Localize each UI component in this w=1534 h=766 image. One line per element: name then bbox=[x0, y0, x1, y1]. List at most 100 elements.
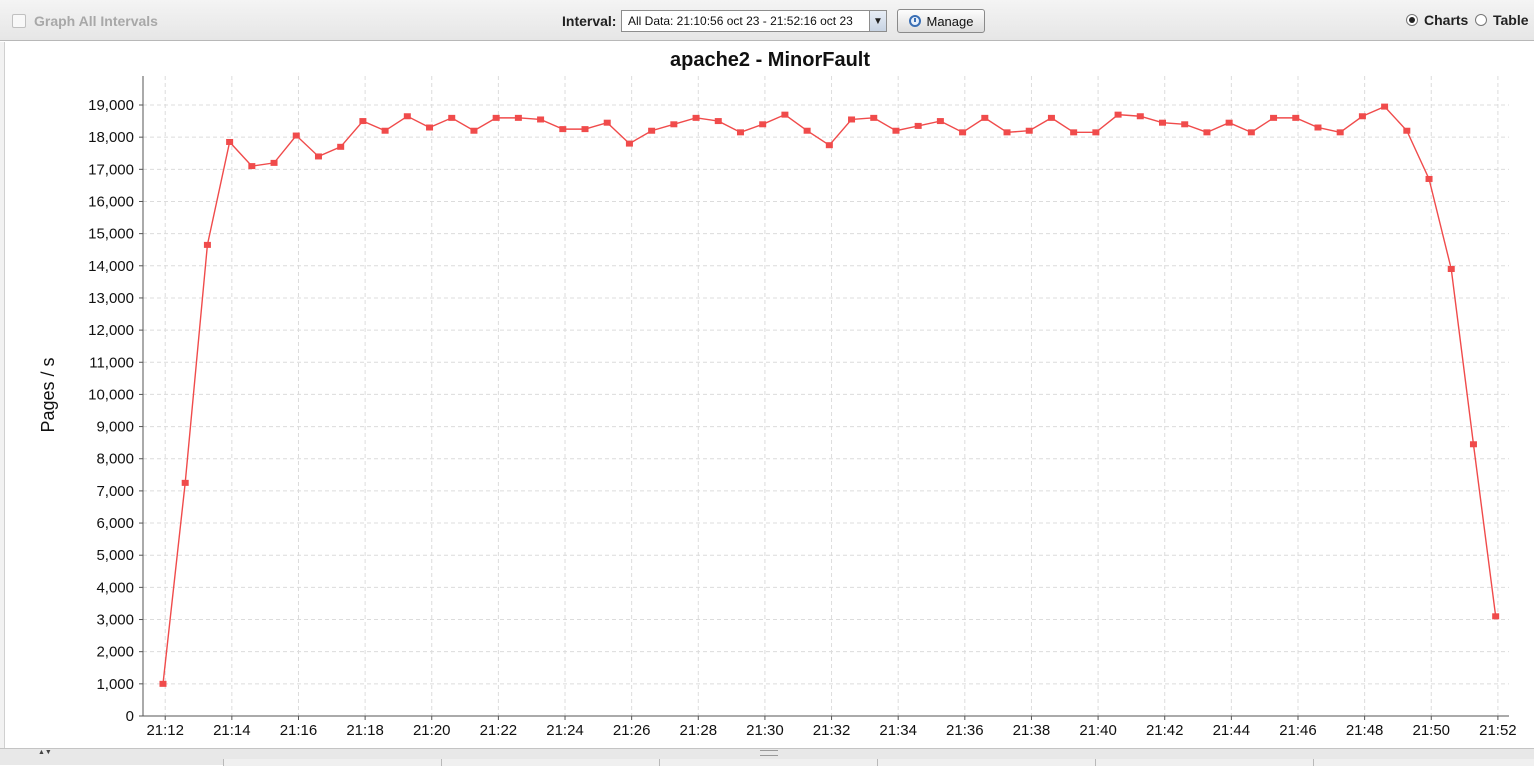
data-point bbox=[936, 118, 944, 125]
series-line bbox=[162, 105, 1497, 684]
y-tick-label: 4,000 bbox=[96, 579, 134, 596]
data-point bbox=[1336, 129, 1344, 136]
bottom-table-header: ▲▼ bbox=[0, 748, 1534, 766]
data-point bbox=[914, 122, 922, 129]
y-tick-label: 10,000 bbox=[88, 386, 134, 403]
data-point bbox=[1003, 129, 1011, 136]
manage-button-label: Manage bbox=[926, 13, 974, 29]
data-point bbox=[892, 127, 900, 134]
y-tick-label: 11,000 bbox=[89, 354, 134, 371]
data-point bbox=[870, 114, 878, 121]
y-tick-label: 15,000 bbox=[88, 226, 134, 243]
data-point bbox=[1403, 127, 1411, 134]
data-point bbox=[1358, 113, 1366, 120]
x-axis-ticks: 21:12 21:14 21:16 21:18 21:20 21:22 21:24 21:26… bbox=[146, 716, 1517, 739]
line-chart: apache2 - MinorFault Pages / s 0 1,000 2,0… bbox=[38, 49, 1517, 739]
interval-selected-value: All Data: 21:10:56 oct 23 - 21:52:16 oct… bbox=[628, 14, 853, 28]
graph-all-intervals-label: Graph All Intervals bbox=[34, 13, 158, 29]
x-tick-label: 21:40 bbox=[1079, 722, 1117, 739]
x-tick-label: 21:22 bbox=[480, 722, 518, 739]
grid-lines bbox=[143, 76, 1509, 716]
data-point bbox=[692, 114, 700, 121]
data-point bbox=[270, 159, 278, 166]
y-tick-label: 14,000 bbox=[88, 258, 134, 275]
data-point bbox=[426, 124, 434, 131]
y-tick-label: 5,000 bbox=[96, 547, 134, 564]
data-point bbox=[1381, 103, 1389, 110]
data-point bbox=[648, 127, 656, 134]
x-tick-label: 21:38 bbox=[1013, 722, 1051, 739]
x-tick-label: 21:42 bbox=[1146, 722, 1184, 739]
y-tick-label: 12,000 bbox=[88, 322, 134, 339]
checkbox-icon[interactable] bbox=[12, 14, 26, 28]
data-point bbox=[825, 142, 833, 149]
data-point bbox=[1447, 266, 1455, 273]
chevron-down-icon[interactable]: ▼ bbox=[869, 11, 886, 31]
y-axis-label: Pages / s bbox=[38, 357, 58, 432]
data-point bbox=[314, 153, 322, 160]
x-tick-label: 21:12 bbox=[146, 722, 184, 739]
data-point bbox=[403, 113, 411, 120]
data-point bbox=[181, 479, 189, 486]
data-point bbox=[625, 140, 633, 147]
data-point bbox=[981, 114, 989, 121]
data-point bbox=[492, 114, 500, 121]
x-tick-label: 21:46 bbox=[1279, 722, 1317, 739]
data-point bbox=[1469, 441, 1477, 448]
data-point bbox=[1025, 127, 1033, 134]
x-tick-label: 21:36 bbox=[946, 722, 984, 739]
table-radio-label: Table bbox=[1493, 12, 1529, 28]
interval-label: Interval: bbox=[562, 13, 617, 29]
x-tick-label: 21:20 bbox=[413, 722, 451, 739]
data-point bbox=[1159, 119, 1167, 126]
data-point bbox=[670, 121, 678, 128]
chart-area: apache2 - MinorFault Pages / s 0 1,000 2,0… bbox=[5, 42, 1534, 748]
charts-radio-option[interactable]: Charts bbox=[1406, 12, 1468, 28]
x-tick-label: 21:34 bbox=[879, 722, 917, 739]
manage-button[interactable]: Manage bbox=[897, 9, 985, 33]
x-tick-label: 21:44 bbox=[1213, 722, 1251, 739]
data-point bbox=[848, 116, 856, 123]
data-point bbox=[359, 118, 367, 125]
split-pane-handle[interactable] bbox=[760, 750, 778, 756]
data-point bbox=[1181, 121, 1189, 128]
x-tick-label: 21:14 bbox=[213, 722, 251, 739]
table-column-header[interactable] bbox=[877, 759, 1096, 766]
interval-dropdown[interactable]: All Data: 21:10:56 oct 23 - 21:52:16 oct… bbox=[621, 10, 887, 32]
data-point bbox=[1270, 114, 1278, 121]
y-axis-ticks: 0 1,000 2,000 3,000 4,000 5,000 6,000 7,000 8,00… bbox=[88, 97, 143, 725]
y-tick-label: 16,000 bbox=[88, 193, 134, 210]
data-point bbox=[226, 138, 234, 145]
data-point bbox=[1203, 129, 1211, 136]
table-column-header[interactable] bbox=[659, 759, 878, 766]
y-tick-label: 2,000 bbox=[96, 644, 134, 661]
data-point bbox=[559, 126, 567, 133]
table-column-header[interactable] bbox=[223, 759, 442, 766]
table-column-header[interactable] bbox=[441, 759, 660, 766]
x-tick-label: 21:32 bbox=[813, 722, 851, 739]
y-tick-label: 6,000 bbox=[96, 515, 134, 532]
table-radio-option[interactable]: Table bbox=[1475, 12, 1529, 28]
y-tick-label: 3,000 bbox=[96, 612, 134, 629]
y-tick-label: 1,000 bbox=[96, 676, 134, 693]
data-point bbox=[203, 241, 211, 248]
split-pane-arrows-icon[interactable]: ▲▼ bbox=[38, 749, 52, 756]
charts-radio-icon[interactable] bbox=[1406, 14, 1418, 26]
y-tick-label: 18,000 bbox=[88, 129, 134, 146]
data-point bbox=[537, 116, 545, 123]
data-point bbox=[248, 163, 256, 170]
data-point bbox=[1292, 114, 1300, 121]
y-tick-label: 17,000 bbox=[88, 161, 134, 178]
table-column-header[interactable] bbox=[1095, 759, 1314, 766]
data-point bbox=[448, 114, 456, 121]
left-panel-edge bbox=[0, 42, 5, 748]
y-tick-label: 7,000 bbox=[96, 483, 134, 500]
y-tick-label: 9,000 bbox=[96, 419, 134, 436]
table-radio-icon[interactable] bbox=[1475, 14, 1487, 26]
table-column-header[interactable] bbox=[1313, 759, 1534, 766]
data-point bbox=[1047, 114, 1055, 121]
data-point bbox=[1247, 129, 1255, 136]
data-point bbox=[803, 127, 811, 134]
x-tick-label: 21:48 bbox=[1346, 722, 1384, 739]
graph-all-intervals-checkbox[interactable]: Graph All Intervals bbox=[12, 13, 158, 29]
